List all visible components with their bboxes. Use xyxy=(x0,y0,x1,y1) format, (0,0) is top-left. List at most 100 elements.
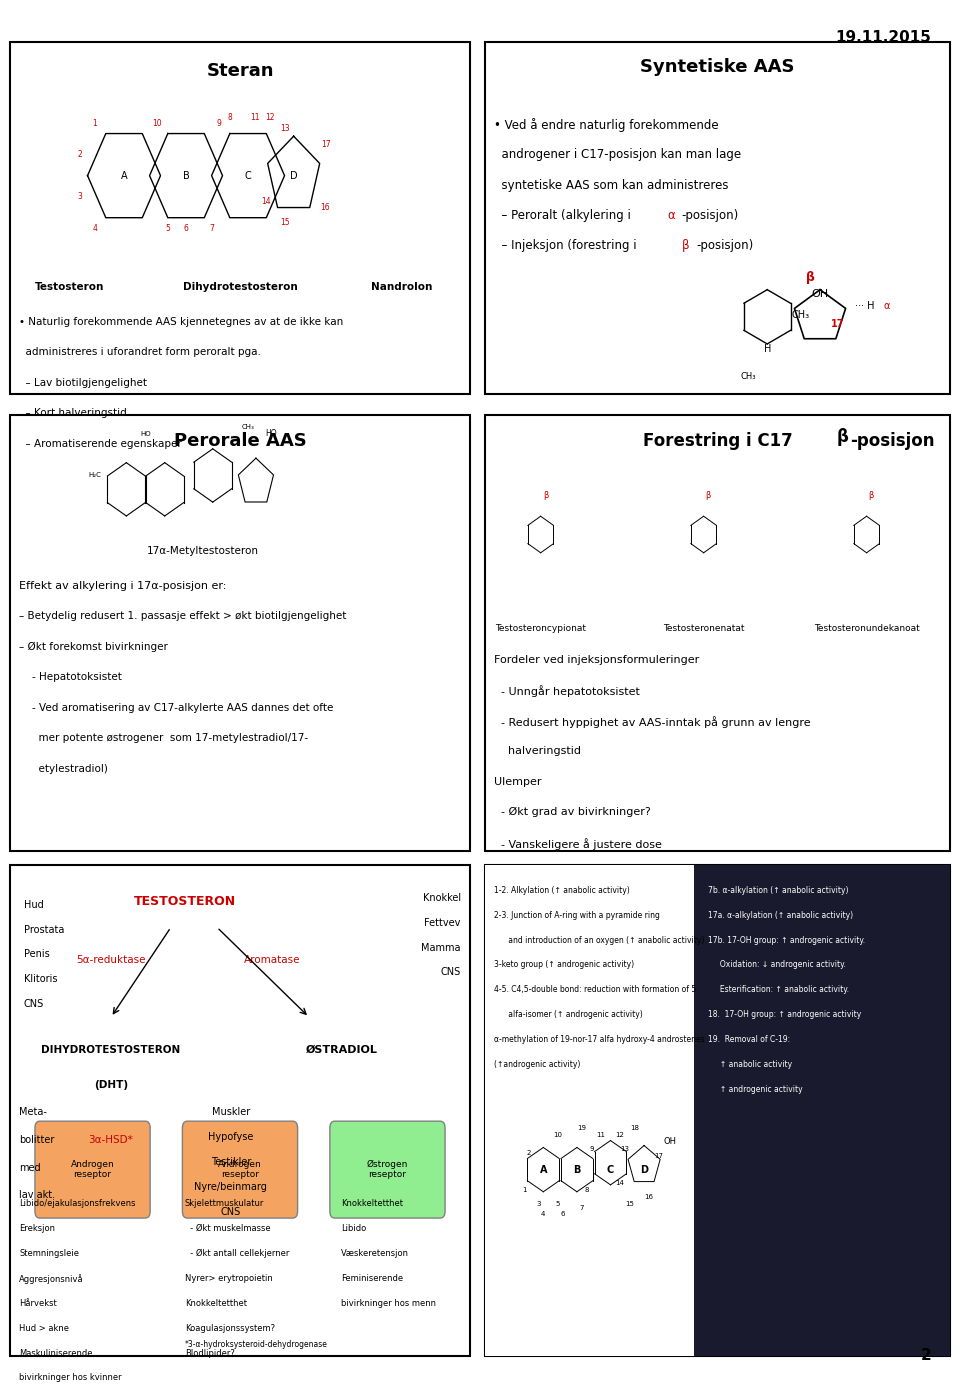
Text: 1-2. Alkylation (↑ anabolic activity): 1-2. Alkylation (↑ anabolic activity) xyxy=(494,886,630,895)
Text: med: med xyxy=(19,1163,41,1172)
Text: Libido: Libido xyxy=(342,1223,367,1233)
Text: 1: 1 xyxy=(522,1187,526,1193)
Text: -posisjon: -posisjon xyxy=(851,432,935,450)
Text: 2: 2 xyxy=(921,1348,931,1363)
Text: Skjelettmuskulatur: Skjelettmuskulatur xyxy=(184,1199,264,1208)
Text: Meta-: Meta- xyxy=(19,1107,47,1117)
Text: Ulemper: Ulemper xyxy=(494,776,541,786)
Text: 5: 5 xyxy=(556,1201,560,1207)
Text: CH₃: CH₃ xyxy=(792,310,810,320)
Text: α: α xyxy=(883,300,890,311)
Text: – Lav biotilgjengelighet: – Lav biotilgjengelighet xyxy=(19,378,147,388)
Text: 14: 14 xyxy=(261,198,271,206)
Text: Effekt av alkylering i 17α-posisjon er:: Effekt av alkylering i 17α-posisjon er: xyxy=(19,581,227,591)
Text: Nandrolon: Nandrolon xyxy=(371,281,432,292)
Text: ↑ anabolic activity: ↑ anabolic activity xyxy=(708,1060,792,1070)
Text: Testosteron: Testosteron xyxy=(35,281,105,292)
Text: CH₃: CH₃ xyxy=(242,424,254,430)
Text: Esterification: ↑ anabolic activity.: Esterification: ↑ anabolic activity. xyxy=(708,985,850,995)
Text: 16: 16 xyxy=(320,202,329,212)
Text: Nyrer> erytropoietin: Nyrer> erytropoietin xyxy=(184,1273,273,1283)
Bar xyxy=(694,865,950,1356)
Text: – Aromatiserende egenskaper: – Aromatiserende egenskaper xyxy=(19,439,182,448)
Text: • Naturlig forekommende AAS kjennetegnes av at de ikke kan: • Naturlig forekommende AAS kjennetegnes… xyxy=(19,317,344,327)
Text: Feminiserende: Feminiserende xyxy=(342,1273,403,1283)
Bar xyxy=(10,42,470,394)
Text: Testikler: Testikler xyxy=(210,1157,251,1167)
Text: 7: 7 xyxy=(209,224,214,233)
Text: CNS: CNS xyxy=(441,967,461,977)
Text: 17: 17 xyxy=(830,318,844,329)
Text: Testosteronenatat: Testosteronenatat xyxy=(663,624,744,634)
Text: Penis: Penis xyxy=(24,949,50,959)
Text: OH: OH xyxy=(811,289,828,299)
Text: Dihydrotestosteron: Dihydrotestosteron xyxy=(182,281,298,292)
FancyBboxPatch shape xyxy=(330,1121,445,1218)
Text: 14: 14 xyxy=(615,1181,625,1186)
Text: β: β xyxy=(706,491,711,500)
Text: administreres i uforandret form peroralt pga.: administreres i uforandret form peroralt… xyxy=(19,347,261,357)
Text: (DHT): (DHT) xyxy=(94,1080,128,1089)
Text: A: A xyxy=(540,1164,547,1175)
Text: 13: 13 xyxy=(620,1146,630,1151)
Text: - Unngår hepatotoksistet: - Unngår hepatotoksistet xyxy=(494,685,640,698)
Text: Androgen
reseptor: Androgen reseptor xyxy=(218,1160,262,1179)
Text: CH₃: CH₃ xyxy=(740,372,756,381)
Text: HO: HO xyxy=(266,429,277,439)
Text: - Ved aromatisering av C17-alkylerte AAS dannes det ofte: - Ved aromatisering av C17-alkylerte AAS… xyxy=(19,703,333,713)
Text: - Økt antall cellekjerner: - Økt antall cellekjerner xyxy=(184,1248,289,1258)
Text: 17: 17 xyxy=(654,1153,663,1158)
Text: – Peroralt (alkylering i: – Peroralt (alkylering i xyxy=(494,209,635,221)
Text: Koagulasjonssystem?: Koagulasjonssystem? xyxy=(184,1323,275,1333)
Text: 4: 4 xyxy=(92,224,97,233)
Text: Knokkeltetthet: Knokkeltetthet xyxy=(184,1298,247,1308)
Text: D: D xyxy=(640,1164,648,1175)
Text: 9: 9 xyxy=(589,1146,593,1151)
Text: Aggresjonsnivå: Aggresjonsnivå xyxy=(19,1273,84,1284)
Text: - Vanskeligere å justere dose: - Vanskeligere å justere dose xyxy=(494,837,662,850)
Text: etylestradiol): etylestradiol) xyxy=(19,764,108,774)
Text: Forestring i C17: Forestring i C17 xyxy=(643,432,792,450)
Text: CNS: CNS xyxy=(24,999,44,1009)
Bar xyxy=(10,415,470,851)
Text: Knokkeltetthet: Knokkeltetthet xyxy=(342,1199,403,1208)
Bar xyxy=(485,42,950,394)
FancyBboxPatch shape xyxy=(35,1121,150,1218)
Text: mer potente østrogener  som 17-metylestradiol/17-: mer potente østrogener som 17-metylestra… xyxy=(19,734,308,743)
Text: B: B xyxy=(182,170,189,181)
Text: 11: 11 xyxy=(251,113,260,122)
Text: 8: 8 xyxy=(585,1187,588,1193)
Text: β: β xyxy=(869,491,874,500)
Text: 12: 12 xyxy=(615,1132,625,1138)
Text: 3: 3 xyxy=(537,1201,540,1207)
Text: 2-3. Junction of A-ring with a pyramide ring: 2-3. Junction of A-ring with a pyramide … xyxy=(494,911,660,920)
Text: – Betydelig redusert 1. passasje effekt > økt biotilgjengelighet: – Betydelig redusert 1. passasje effekt … xyxy=(19,612,347,621)
Text: androgener i C17-posisjon kan man lage: androgener i C17-posisjon kan man lage xyxy=(494,148,741,161)
Text: - Økt muskelmasse: - Økt muskelmasse xyxy=(184,1223,271,1233)
Text: Hårvekst: Hårvekst xyxy=(19,1298,57,1308)
Text: • Ved å endre naturlig forekommende: • Ved å endre naturlig forekommende xyxy=(494,118,719,131)
Text: 18.  17-OH group: ↑ androgenic activity: 18. 17-OH group: ↑ androgenic activity xyxy=(708,1010,861,1020)
Text: ØSTRADIOL: ØSTRADIOL xyxy=(305,1045,377,1055)
Text: Testosteronundekanoat: Testosteronundekanoat xyxy=(814,624,920,634)
Bar xyxy=(10,865,470,1356)
Text: Steran: Steran xyxy=(206,62,274,80)
Text: Testosteroncypionat: Testosteroncypionat xyxy=(495,624,587,634)
Text: 9: 9 xyxy=(216,119,222,127)
Text: β: β xyxy=(542,491,548,500)
Text: (↑androgenic activity): (↑androgenic activity) xyxy=(494,1060,581,1070)
Text: 1: 1 xyxy=(92,119,97,127)
Text: Nyre/beinmarg: Nyre/beinmarg xyxy=(194,1182,267,1192)
Text: CNS: CNS xyxy=(221,1207,241,1217)
Text: Hud: Hud xyxy=(24,900,44,909)
Text: Syntetiske AAS: Syntetiske AAS xyxy=(640,58,795,76)
Text: 6: 6 xyxy=(183,224,188,233)
Text: β: β xyxy=(836,428,849,446)
Text: 10: 10 xyxy=(553,1132,563,1138)
Text: Fordeler ved injeksjonsformuleringer: Fordeler ved injeksjonsformuleringer xyxy=(494,655,700,664)
Text: A: A xyxy=(121,170,128,181)
Text: B: B xyxy=(573,1164,581,1175)
Text: bolitter: bolitter xyxy=(19,1135,55,1145)
Text: 4: 4 xyxy=(541,1211,545,1217)
Text: Mamma: Mamma xyxy=(421,943,461,952)
